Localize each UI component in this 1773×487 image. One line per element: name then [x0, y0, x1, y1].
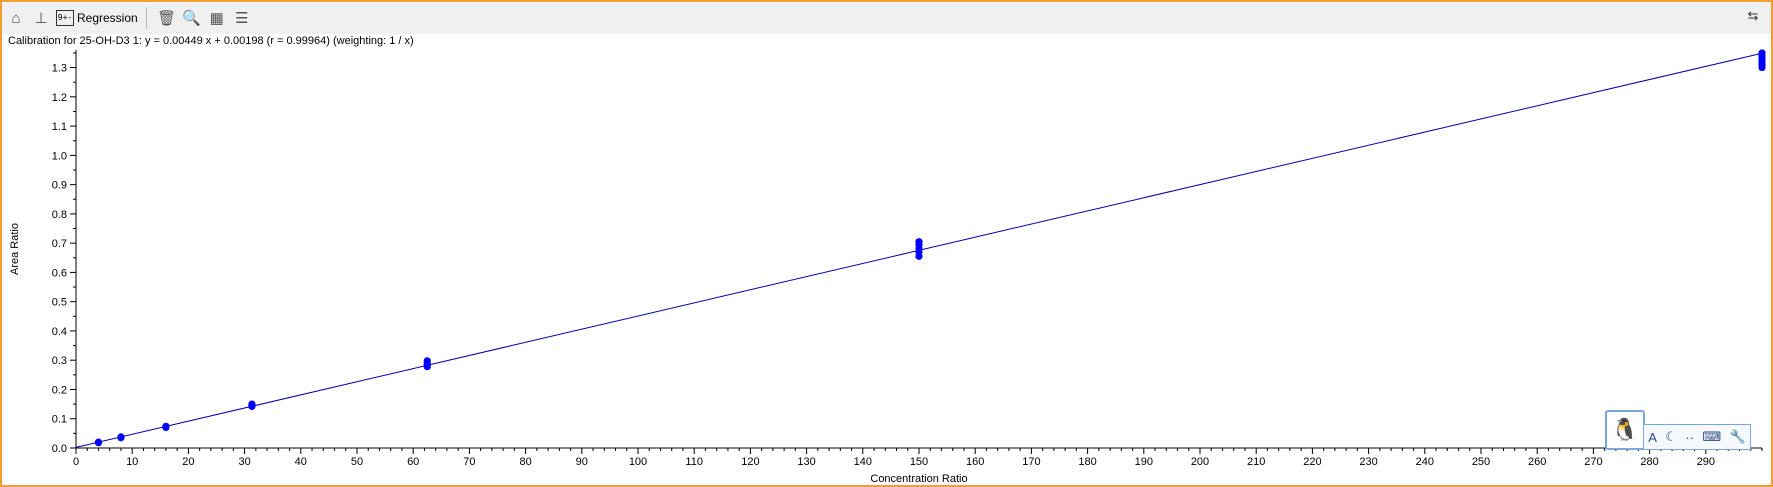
- data-point: [117, 433, 125, 441]
- x-tick-label: 100: [629, 456, 647, 468]
- regression-button[interactable]: 9+- Regression: [56, 7, 138, 29]
- x-tick-label: 170: [1022, 456, 1040, 468]
- toolbar-separator: [145, 7, 147, 29]
- y-tick-label: 0.0: [52, 443, 67, 455]
- x-tick-label: 250: [1472, 456, 1490, 468]
- x-tick-label: 180: [1078, 456, 1096, 468]
- y-tick-label: 1.0: [52, 150, 67, 162]
- table-icon[interactable]: ▦: [209, 10, 224, 27]
- y-tick-label: 0.8: [52, 209, 67, 221]
- regression-icon: 9+-: [56, 10, 74, 26]
- x-tick-label: 270: [1584, 456, 1602, 468]
- y-tick-label: 1.1: [52, 121, 67, 133]
- y-tick-label: 0.7: [52, 238, 67, 250]
- ime-font-button[interactable]: A: [1648, 429, 1657, 445]
- regression-label: Regression: [77, 11, 138, 25]
- x-tick-label: 190: [1135, 456, 1153, 468]
- x-tick-label: 70: [463, 456, 475, 468]
- x-tick-label: 140: [854, 456, 872, 468]
- x-tick-label: 260: [1528, 456, 1546, 468]
- ime-dots: ··: [1685, 429, 1695, 445]
- x-axis-label: Concentration Ratio: [870, 473, 967, 485]
- x-tick-label: 150: [910, 456, 928, 468]
- x-tick-label: 130: [797, 456, 815, 468]
- data-point: [423, 357, 431, 365]
- y-tick-label: 0.4: [52, 326, 67, 338]
- x-tick-label: 200: [1191, 456, 1209, 468]
- home-icon[interactable]: ⌂: [11, 9, 21, 27]
- magnifier-icon[interactable]: 🔍: [182, 10, 202, 27]
- wrench-icon[interactable]: 🔧: [1729, 429, 1746, 444]
- y-tick-label: 0.9: [52, 180, 67, 192]
- y-tick-label: 0.1: [52, 414, 67, 426]
- x-tick-label: 40: [295, 456, 307, 468]
- pin-icon[interactable]: ⊥: [34, 10, 48, 27]
- chart-series: [75, 49, 1766, 448]
- trash-icon[interactable]: 🗑: [157, 10, 177, 27]
- y-axis-label: Area Ratio: [9, 223, 21, 275]
- x-tick-label: 220: [1303, 456, 1321, 468]
- list-icon[interactable]: ☰: [234, 10, 249, 27]
- dock-icon[interactable]: ⇆: [1747, 8, 1759, 23]
- x-tick-label: 210: [1247, 456, 1265, 468]
- toolbar: ⌂ ⊥ 9+- Regression 🗑 🔍 ▦ ☰ ⇆: [2, 2, 1771, 34]
- x-tick-label: 50: [351, 456, 363, 468]
- x-tick-label: 160: [966, 456, 984, 468]
- y-tick-label: 0.5: [52, 297, 67, 309]
- x-tick-label: 60: [407, 456, 419, 468]
- chart-ticks: 0 10 20 30 40 50 60 70 80 90 100 110 120 130 140 150 160…: [52, 52, 1763, 468]
- moon-icon[interactable]: ☾: [1665, 429, 1677, 444]
- y-tick-label: 1.2: [52, 92, 67, 104]
- x-tick-label: 20: [182, 456, 194, 468]
- data-point: [94, 438, 103, 446]
- x-tick-label: 0: [73, 456, 79, 468]
- chart-title: Calibration for 25-OH-D3 1: y = 0.00449 …: [8, 35, 414, 47]
- x-tick-label: 10: [126, 456, 138, 468]
- data-point: [1758, 49, 1766, 57]
- x-tick-label: 80: [519, 456, 531, 468]
- x-tick-label: 110: [685, 456, 703, 468]
- x-tick-label: 290: [1697, 456, 1715, 468]
- data-point: [162, 422, 170, 430]
- y-tick-label: 1.3: [52, 63, 67, 75]
- penguin-icon[interactable]: 🐧: [1605, 410, 1645, 450]
- data-point: [915, 238, 923, 246]
- x-tick-label: 30: [238, 456, 250, 468]
- data-point: [248, 400, 256, 408]
- y-tick-label: 0.6: [52, 267, 67, 279]
- ime-bar: A ☾ ·· ⌨ 🔧: [1643, 424, 1751, 450]
- x-tick-label: 230: [1359, 456, 1377, 468]
- y-tick-label: 0.3: [52, 355, 67, 367]
- x-tick-label: 90: [576, 456, 588, 468]
- x-tick-label: 240: [1416, 456, 1434, 468]
- x-tick-label: 280: [1640, 456, 1658, 468]
- keyboard-icon[interactable]: ⌨: [1702, 429, 1722, 444]
- x-tick-label: 120: [741, 456, 759, 468]
- y-tick-label: 0.2: [52, 384, 67, 396]
- ime-toolbar: 🐧 A ☾ ·· ⌨ 🔧: [1605, 410, 1753, 450]
